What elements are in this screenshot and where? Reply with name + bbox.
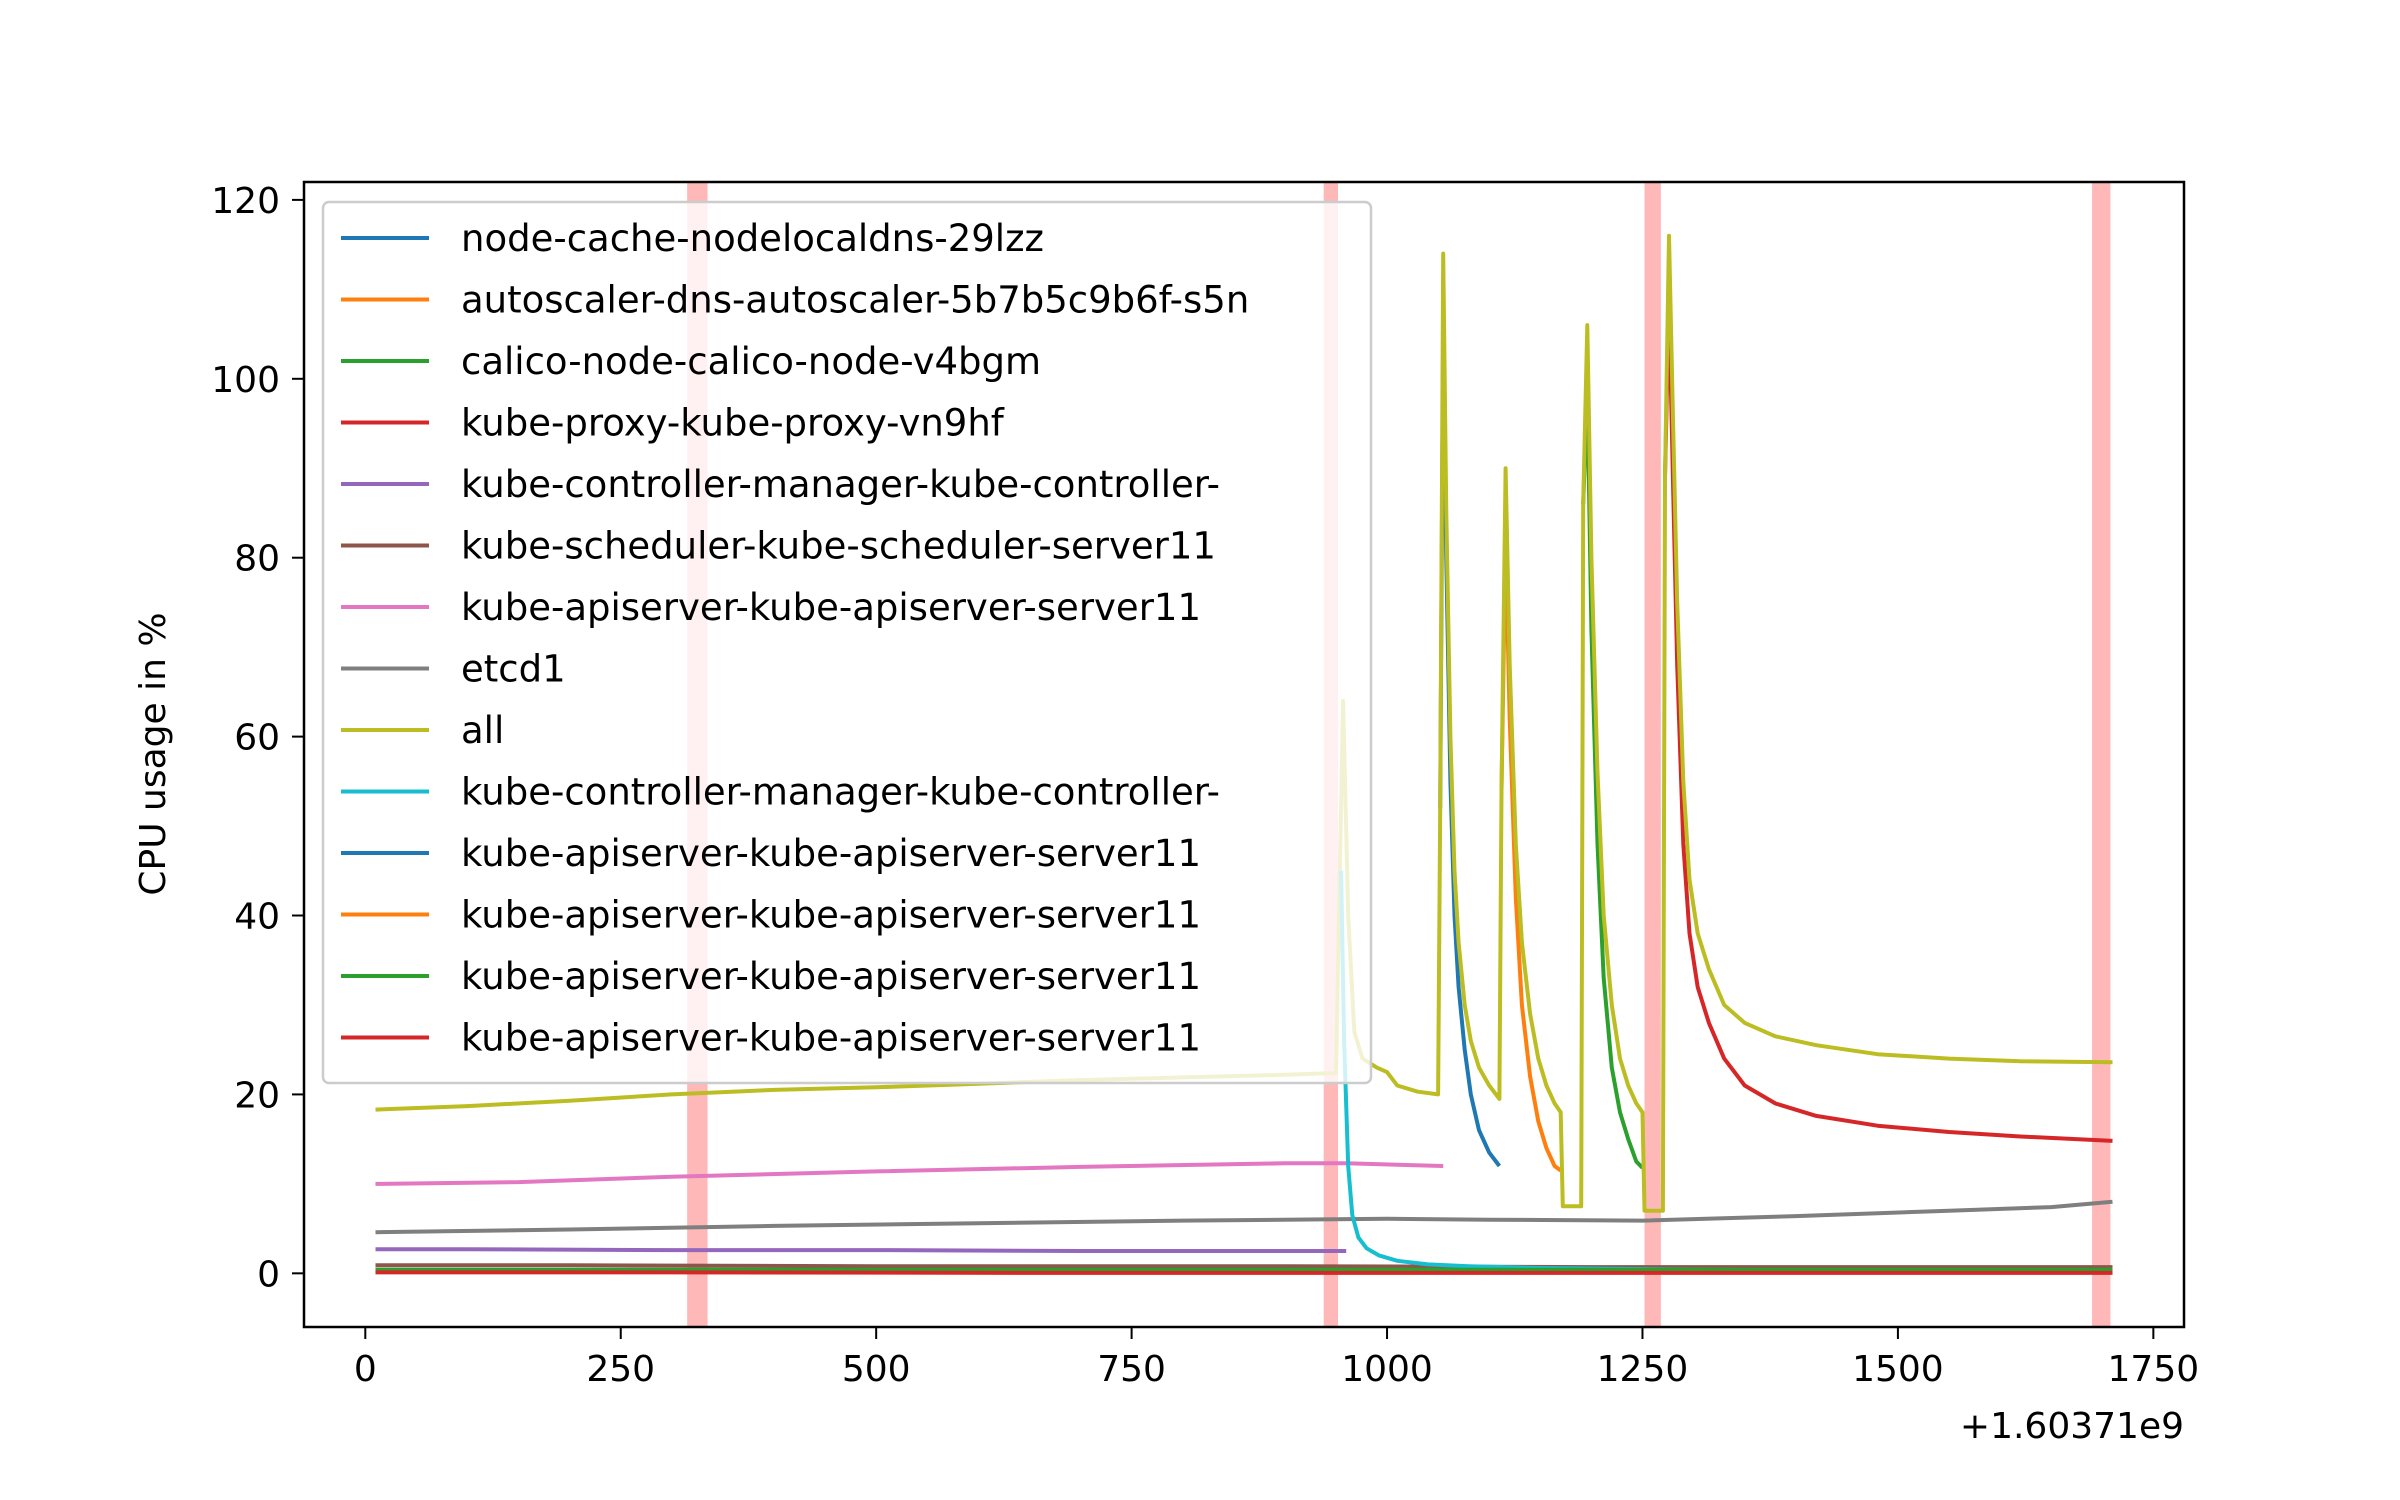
x-tick-label: 1250: [1597, 1349, 1689, 1390]
legend-label: kube-apiserver-kube-apiserver-server11: [461, 586, 1201, 629]
legend-label: autoscaler-dns-autoscaler-5b7b5c9b6f-s5n: [461, 279, 1249, 322]
x-tick-label: 0: [354, 1349, 377, 1390]
x-tick-label: 1500: [1852, 1349, 1944, 1390]
legend-label: all: [461, 709, 504, 752]
legend-label: kube-apiserver-kube-apiserver-server11: [461, 894, 1201, 937]
y-tick-label: 80: [234, 539, 280, 580]
legend-label: kube-apiserver-kube-apiserver-server11: [461, 832, 1201, 875]
y-tick-label: 100: [211, 360, 280, 401]
y-axis-ticks: 0 20 40 60 80 100 120: [211, 181, 304, 1295]
x-axis-offset-label: +1.60371e9: [1960, 1406, 2184, 1447]
series-line-8: [375, 1199, 2113, 1235]
legend-label: calico-node-calico-node-v4bgm: [461, 340, 1041, 383]
legend-label: kube-controller-manager-kube-controller-: [461, 771, 1220, 814]
x-tick-label: 500: [842, 1349, 911, 1390]
legend-label: kube-scheduler-kube-scheduler-server11: [461, 525, 1216, 568]
legend-label: kube-apiserver-kube-apiserver-server11: [461, 1017, 1201, 1060]
y-tick-label: 20: [234, 1075, 280, 1116]
legend-label: kube-proxy-kube-proxy-vn9hf: [461, 402, 1005, 445]
highlight-band-3: [1644, 182, 1661, 1327]
series-line-7: [375, 1161, 1444, 1186]
y-tick-label: 60: [234, 718, 280, 759]
y-tick-label: 40: [234, 897, 280, 938]
legend-label: kube-controller-manager-kube-controller-: [461, 463, 1220, 506]
x-tick-label: 750: [1097, 1349, 1166, 1390]
series-line-5: [375, 1247, 1347, 1253]
legend-label: etcd1: [461, 648, 566, 691]
legend-label: kube-apiserver-kube-apiserver-server11: [461, 955, 1201, 998]
legend-label: node-cache-nodelocaldns-29lzz: [461, 217, 1044, 260]
x-axis-ticks: 0 250 500 750 1000 1250 1500 1750: [354, 1327, 2199, 1390]
y-tick-label: 120: [211, 181, 280, 222]
plot-frame: [302, 180, 2186, 1329]
legend-frame: [321, 200, 1373, 1085]
y-tick-label: 0: [257, 1254, 280, 1295]
x-tick-label: 250: [586, 1349, 655, 1390]
y-axis-title: CPU usage in %: [133, 612, 174, 895]
x-tick-label: 1750: [2108, 1349, 2200, 1390]
series-lines: [375, 233, 2113, 1275]
x-tick-label: 1000: [1341, 1349, 1433, 1390]
legend: node-cache-nodelocaldns-29lzz autoscaler-…: [321, 200, 1373, 1085]
series-line-14: [375, 1270, 2113, 1275]
series-line-6: [375, 1263, 2113, 1270]
highlight-band-4: [2092, 182, 2111, 1327]
